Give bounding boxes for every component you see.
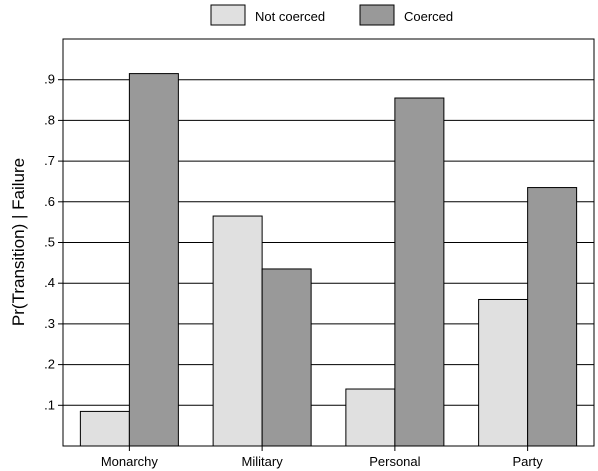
bar-coerced-personal bbox=[394, 97, 445, 447]
y-tick-label: .8 bbox=[44, 112, 55, 127]
y-tick-label: .7 bbox=[44, 153, 55, 168]
x-tick-label: Military bbox=[242, 454, 284, 469]
y-tick-label: .6 bbox=[44, 194, 55, 209]
legend-swatch-not-coerced bbox=[210, 4, 246, 26]
y-tick-label: .2 bbox=[44, 357, 55, 372]
bars bbox=[79, 73, 578, 447]
bar-coerced-monarchy bbox=[128, 73, 179, 447]
legend-label-not-coerced: Not coerced bbox=[255, 9, 325, 24]
x-tick-label: Monarchy bbox=[101, 454, 159, 469]
y-tick-label: .4 bbox=[44, 275, 55, 290]
y-tick-label: .1 bbox=[44, 397, 55, 412]
bar-not-coerced-military bbox=[212, 215, 263, 447]
y-tick-label: .5 bbox=[44, 235, 55, 250]
legend-label-coerced: Coerced bbox=[404, 9, 453, 24]
legend: Not coerced Coerced bbox=[210, 4, 453, 26]
x-tick-label: Party bbox=[512, 454, 543, 469]
bar-coerced-party bbox=[527, 187, 578, 447]
x-tick-label: Personal bbox=[369, 454, 420, 469]
y-axis-label: Pr(Transition) | Failure bbox=[9, 158, 28, 326]
bar-not-coerced-monarchy bbox=[79, 410, 130, 447]
bar-coerced-military bbox=[261, 268, 312, 447]
legend-swatch-coerced bbox=[359, 4, 395, 26]
bar-not-coerced-personal bbox=[345, 388, 396, 447]
y-tick-label: .3 bbox=[44, 316, 55, 331]
x-axis-ticks: Monarchy Military Personal Party bbox=[101, 446, 543, 469]
bar-not-coerced-party bbox=[478, 298, 529, 447]
y-tick-label: .9 bbox=[44, 72, 55, 87]
y-axis-ticks: .1 .2 .3 .4 .5 .6 .7 .8 .9 bbox=[44, 72, 63, 412]
